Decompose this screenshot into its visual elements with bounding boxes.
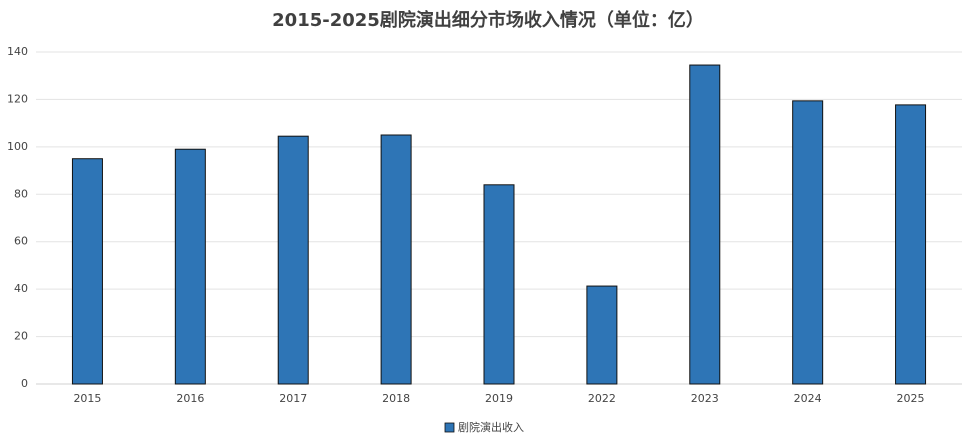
x-tick-label: 2024 xyxy=(794,392,822,405)
bar xyxy=(895,104,927,385)
x-tick-label: 2016 xyxy=(176,392,204,405)
bar xyxy=(71,158,103,385)
bar xyxy=(380,134,412,385)
bar xyxy=(483,184,515,385)
y-tick-label: 0 xyxy=(21,377,28,390)
y-tick-label: 100 xyxy=(7,140,28,153)
x-tick-label: 2015 xyxy=(73,392,101,405)
x-tick-label: 2018 xyxy=(382,392,410,405)
y-tick-label: 20 xyxy=(14,330,28,343)
y-tick-label: 40 xyxy=(14,282,28,295)
legend-swatch xyxy=(444,422,455,433)
bar xyxy=(689,64,721,385)
legend-label: 剧院演出收入 xyxy=(458,420,524,434)
x-tick-label: 2022 xyxy=(588,392,616,405)
chart-title: 2015-2025剧院演出细分市场收入情况（单位：亿） xyxy=(272,9,704,31)
bar xyxy=(586,285,618,385)
bar xyxy=(174,148,206,385)
x-tick-label: 2019 xyxy=(485,392,513,405)
bar xyxy=(277,135,309,385)
y-tick-label: 140 xyxy=(7,45,28,58)
x-tick-label: 2017 xyxy=(279,392,307,405)
bar xyxy=(792,100,824,385)
y-tick-label: 60 xyxy=(14,235,28,248)
x-tick-label: 2023 xyxy=(691,392,719,405)
x-tick-label: 2025 xyxy=(897,392,925,405)
y-tick-label: 80 xyxy=(14,187,28,200)
y-tick-label: 120 xyxy=(7,92,28,105)
